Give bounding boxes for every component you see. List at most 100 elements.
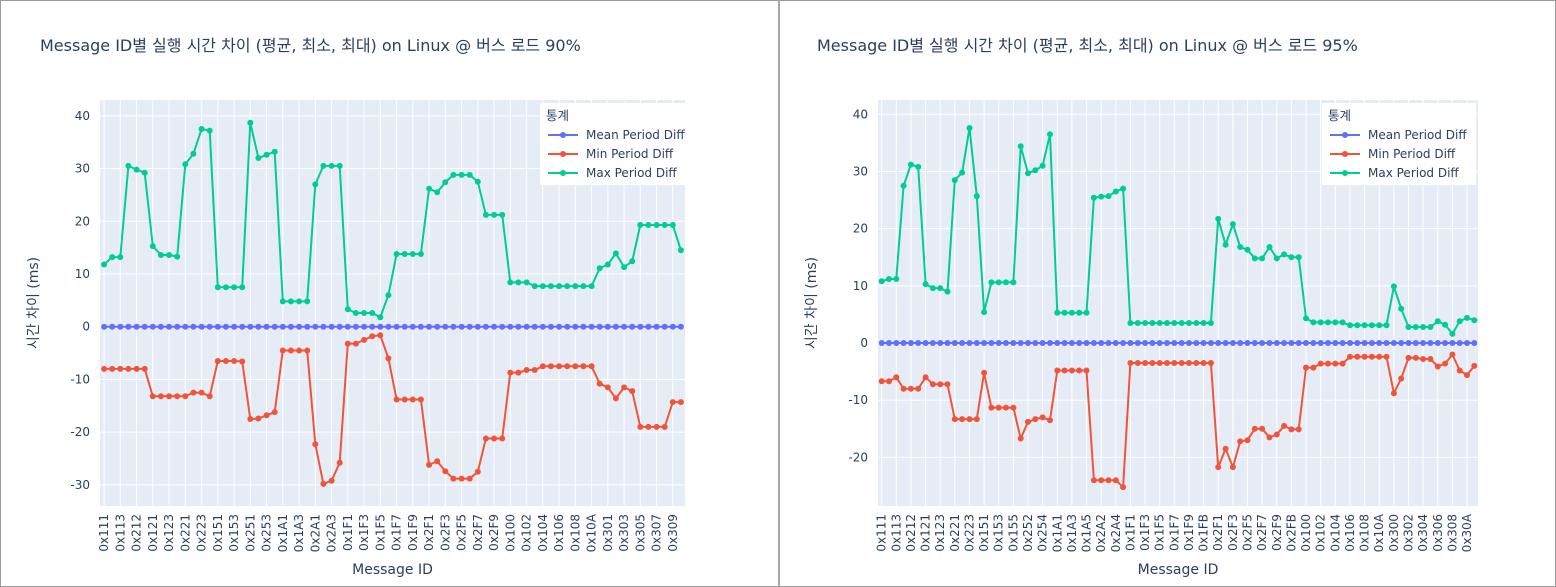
data-point-mean-period-diff (1010, 340, 1017, 346)
data-point-max-period-diff (287, 298, 294, 305)
data-point-max-period-diff (621, 264, 628, 271)
data-point-max-period-diff (157, 252, 164, 258)
data-point-max-period-diff (1017, 143, 1024, 150)
data-point-min-period-diff (1178, 360, 1185, 366)
data-point-mean-period-diff (531, 323, 538, 330)
x-tick-label: 0x30A (1460, 513, 1474, 552)
data-point-min-period-diff (645, 423, 652, 430)
data-point-max-period-diff (893, 276, 900, 282)
data-point-mean-period-diff (263, 323, 270, 330)
data-point-mean-period-diff (907, 340, 914, 346)
data-point-max-period-diff (1251, 255, 1258, 262)
data-point-min-period-diff (1061, 367, 1068, 374)
data-point-min-period-diff (1376, 353, 1383, 360)
data-point-mean-period-diff (944, 340, 951, 346)
data-point-mean-period-diff (1076, 340, 1083, 346)
data-point-min-period-diff (1237, 438, 1244, 445)
data-point-mean-period-diff (1376, 340, 1383, 346)
data-point-mean-period-diff (1047, 340, 1053, 346)
legend-swatch-marker (1342, 170, 1348, 176)
data-point-mean-period-diff (222, 323, 229, 330)
data-point-mean-period-diff (271, 323, 278, 330)
data-point-min-period-diff (1200, 360, 1207, 366)
data-point-max-period-diff (922, 281, 929, 288)
data-point-max-period-diff (1449, 330, 1456, 337)
data-point-min-period-diff (1098, 477, 1105, 484)
data-point-mean-period-diff (458, 323, 465, 330)
data-point-max-period-diff (206, 127, 213, 134)
x-tick-label: 0x301 (601, 514, 615, 552)
data-point-mean-period-diff (279, 323, 286, 330)
data-point-mean-period-diff (1186, 340, 1192, 346)
x-tick-label: 0x223 (962, 514, 976, 552)
data-point-max-period-diff (1127, 320, 1134, 326)
line-chart-bus-load-90: Message ID별 실행 시간 차이 (평균, 최소, 최대) on Lin… (26, 36, 686, 578)
data-point-min-period-diff (109, 365, 116, 372)
data-point-mean-period-diff (1164, 340, 1170, 346)
data-point-max-period-diff (1112, 188, 1119, 195)
data-point-min-period-diff (1229, 464, 1236, 471)
x-tick-label: 0x2A1 (308, 514, 322, 552)
data-point-mean-period-diff (149, 323, 156, 330)
data-point-min-period-diff (1222, 445, 1229, 452)
data-point-max-period-diff (988, 279, 995, 286)
data-point-min-period-diff (417, 396, 424, 403)
data-point-max-period-diff (174, 253, 181, 260)
legend-item-label: Max Period Diff (586, 166, 677, 180)
data-point-max-period-diff (966, 125, 973, 131)
data-point-mean-period-diff (556, 323, 563, 330)
data-point-mean-period-diff (247, 323, 254, 330)
data-point-mean-period-diff (1310, 340, 1317, 346)
data-point-mean-period-diff (239, 323, 246, 330)
x-tick-label: 0x2FB (1284, 514, 1298, 552)
x-tick-label: 0x106 (1343, 514, 1357, 552)
data-point-max-period-diff (1442, 321, 1449, 328)
data-point-min-period-diff (466, 475, 473, 482)
data-point-min-period-diff (1354, 353, 1361, 360)
data-point-min-period-diff (677, 399, 684, 406)
data-point-max-period-diff (426, 185, 433, 192)
data-point-mean-period-diff (1068, 340, 1075, 346)
data-point-min-period-diff (973, 416, 980, 423)
data-point-mean-period-diff (1412, 340, 1419, 346)
data-point-mean-period-diff (1332, 340, 1339, 346)
data-point-mean-period-diff (352, 323, 359, 330)
data-point-mean-period-diff (1178, 340, 1185, 346)
data-point-min-period-diff (669, 399, 676, 406)
data-point-mean-period-diff (1273, 340, 1280, 346)
data-point-max-period-diff (886, 276, 892, 282)
data-point-min-period-diff (1054, 367, 1061, 374)
data-point-mean-period-diff (1383, 340, 1390, 346)
data-point-max-period-diff (369, 310, 376, 316)
y-tick-label: 40 (75, 109, 90, 123)
data-point-min-period-diff (1390, 390, 1397, 397)
data-point-mean-period-diff (166, 323, 173, 330)
data-point-min-period-diff (988, 404, 995, 411)
data-point-min-period-diff (296, 347, 303, 354)
data-point-mean-period-diff (937, 340, 944, 346)
data-point-min-period-diff (886, 378, 892, 385)
data-point-mean-period-diff (547, 323, 554, 330)
x-tick-label: 0x1A5 (1080, 514, 1094, 552)
data-point-mean-period-diff (588, 323, 595, 330)
data-point-mean-period-diff (1222, 340, 1229, 346)
data-point-min-period-diff (304, 347, 311, 354)
data-point-max-period-diff (1186, 320, 1192, 326)
data-point-min-period-diff (198, 389, 205, 396)
data-point-mean-period-diff (988, 340, 995, 346)
x-tick-label: 0x2F1 (1211, 514, 1225, 551)
data-point-min-period-diff (1127, 360, 1134, 366)
data-point-max-period-diff (580, 283, 587, 290)
series-line-max-period-diff (881, 127, 1475, 336)
data-point-max-period-diff (401, 251, 408, 257)
data-point-min-period-diff (1032, 416, 1039, 423)
data-point-min-period-diff (1266, 434, 1273, 441)
data-point-max-period-diff (1354, 322, 1361, 329)
data-point-mean-period-diff (1339, 340, 1346, 346)
y-tick-label: 40 (853, 107, 868, 121)
data-point-max-period-diff (450, 171, 457, 178)
data-point-min-period-diff (1412, 354, 1419, 361)
data-point-max-period-diff (572, 283, 579, 290)
data-point-mean-period-diff (677, 323, 684, 330)
data-point-mean-period-diff (417, 323, 424, 330)
